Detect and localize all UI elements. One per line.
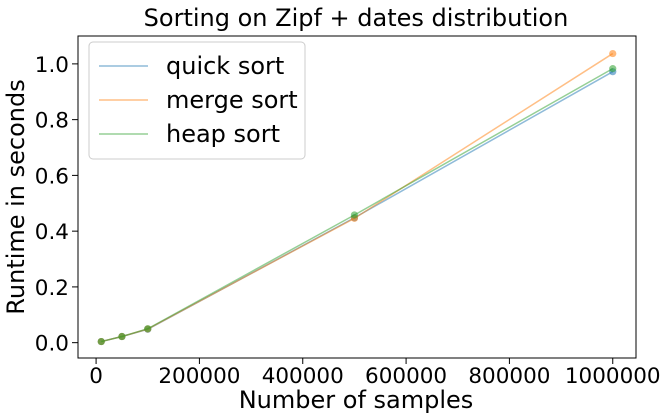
x-tick-label: 400000 [262,364,344,389]
y-tick-label: 1.0 [35,53,69,78]
series-layer [97,49,617,346]
plot-frame [77,35,637,359]
chart-title: Sorting on Zipf + dates distribution [144,4,569,32]
x-tick-label: 800000 [468,364,550,389]
legend-label: heap sort [166,120,280,148]
legend-label: quick sort [166,52,284,80]
x-tick-label: 0 [89,364,103,389]
legend-label: merge sort [166,86,298,114]
y-tick-label: 0.8 [35,109,69,134]
x-tick-label: 1000000 [565,364,661,389]
x-tick-label: 200000 [158,364,240,389]
legend: quick sort merge sort heap sort [88,41,306,160]
data-point [144,325,152,333]
legend-box [88,41,306,160]
y-tick-label: 0.4 [35,220,69,245]
data-point [118,332,126,341]
x-axis: 0 200000 400000 600000 800000 1000000 [89,358,661,389]
x-tick-label: 600000 [365,364,447,389]
x-axis-label: Number of samples [239,386,474,414]
y-tick-label: 0.2 [35,276,69,301]
data-point [609,65,617,73]
y-tick-label: 0.6 [35,164,69,189]
y-tick-label: 0.0 [35,332,69,357]
data-point [609,49,617,58]
series-heap-sort [97,65,617,346]
data-point [97,337,105,346]
y-axis: 0.0 0.2 0.4 0.6 0.8 1.0 [35,53,78,357]
y-axis-label: Runtime in seconds [2,79,30,314]
plot-area [77,35,637,359]
data-point [350,211,359,219]
